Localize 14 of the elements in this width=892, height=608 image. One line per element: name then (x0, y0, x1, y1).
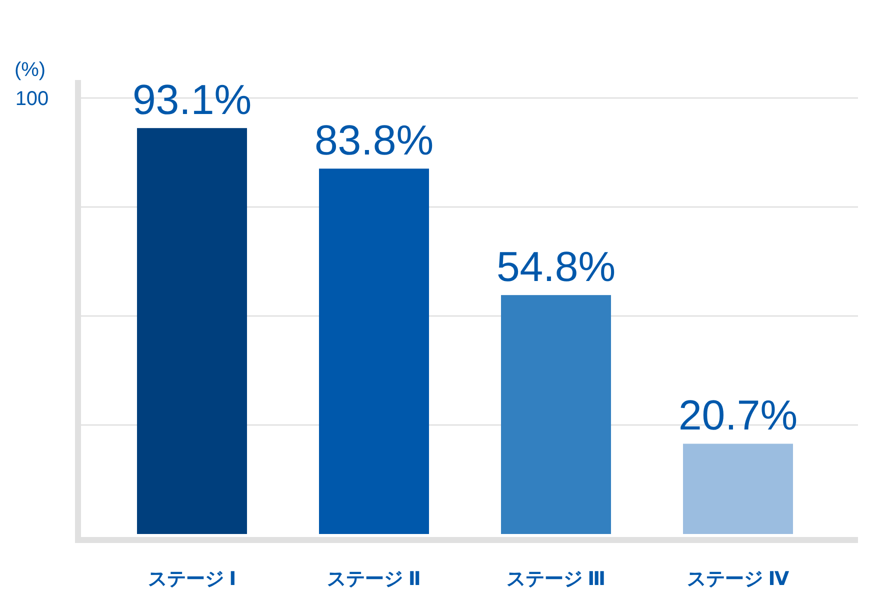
data-label: 20.7% (678, 392, 798, 439)
bar (501, 295, 611, 534)
bar (137, 128, 247, 534)
x-tick-label: ステージ Ⅲ (506, 569, 606, 590)
x-tick-label: ステージ Ⅱ (327, 569, 421, 590)
bar (683, 444, 793, 534)
x-tick-label: ステージ Ⅳ (686, 569, 790, 590)
y-axis-title: (%) (14, 59, 46, 81)
bar (319, 168, 429, 534)
data-label: 54.8% (496, 243, 616, 290)
y-tick-label: 100 (15, 88, 49, 110)
data-label: 93.1% (132, 76, 252, 124)
x-tick-label: ステージ Ⅰ (148, 569, 236, 590)
data-label: 83.8% (314, 116, 434, 164)
